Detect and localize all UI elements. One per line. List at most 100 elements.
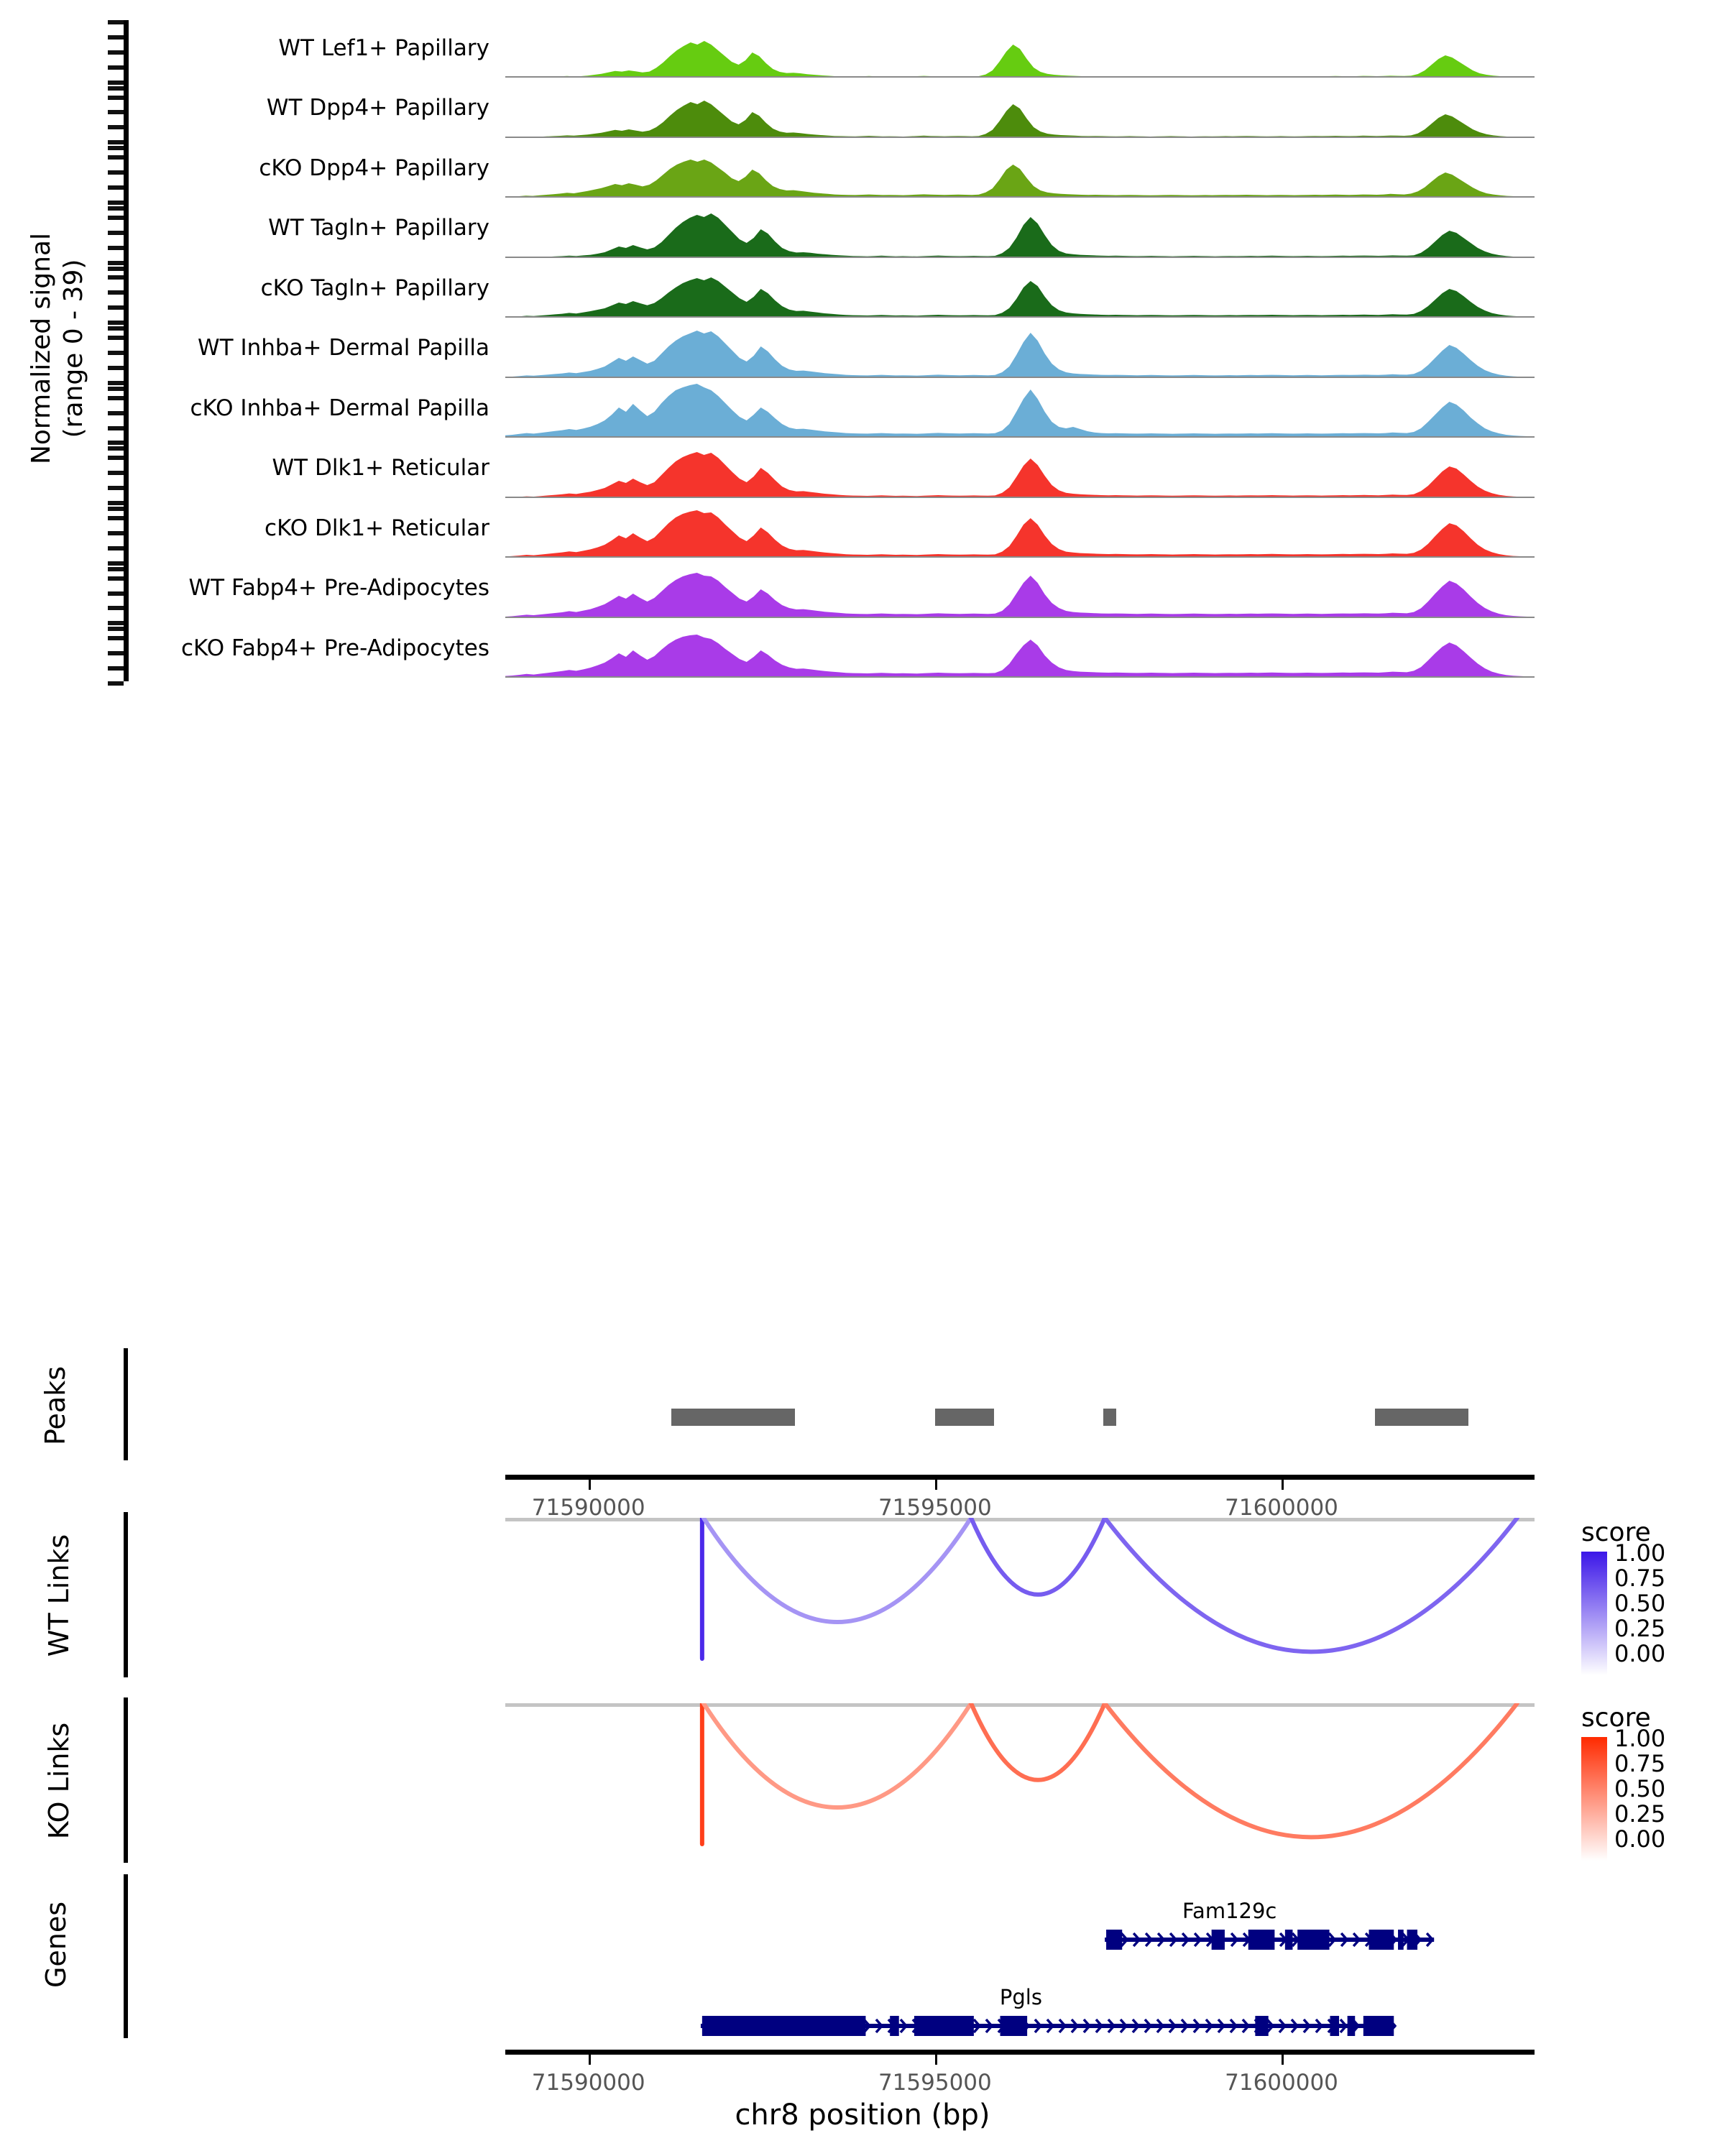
y-tick [108,681,124,686]
coverage-track: WT Dpp4+ Papillary [267,82,1535,138]
gene-name: Fam129c [1182,1899,1277,1923]
coverage-baseline [505,256,1535,258]
y-tick [108,65,124,70]
gene-row[interactable]: Pgls [505,1985,1535,2042]
coverage-baseline [505,316,1535,318]
y-tick [108,651,124,656]
coverage-baseline [505,376,1535,378]
coverage-area [505,510,1535,558]
wt-links-legend-gradient [1581,1552,1607,1675]
y-tick [108,501,124,506]
y-tick [108,20,124,24]
y-tick [108,245,124,250]
coverage-track: WT Dlk1+ Reticular [272,442,1535,498]
legend-tick-label: 1.00 [1614,1725,1666,1752]
coverage-track: WT Fabp4+ Pre-Adipocytes [189,562,1535,618]
x-tick [1282,2055,1284,2065]
link-arc [1103,1518,1519,1654]
y-tick [108,441,124,446]
wt-links-arcs [699,1518,1519,1661]
x-tick-label: 71590000 [531,2070,645,2096]
wt-links-legend-ticks: 1.00 0.75 0.50 0.25 0.00 [1614,1542,1666,1675]
genes-spine [124,1874,128,2038]
gene-name: Pgls [999,1985,1042,2009]
coverage-area [505,213,1535,258]
wt-links-legend-title: score [1581,1518,1651,1547]
legend-tick-label: 0.25 [1614,1800,1666,1828]
peak-region [1375,1409,1469,1426]
wt-links-label: WT Links [43,1534,75,1657]
y-tick [108,410,124,415]
coverage-track-label: WT Fabp4+ Pre-Adipocytes [188,575,490,602]
coverage-baseline [505,496,1535,498]
gene-model [700,2016,1397,2036]
legend-tick-label: 0.25 [1614,1615,1666,1642]
coverage-track: cKO Tagln+ Papillary [261,262,1535,318]
ko-links-label: KO Links [43,1722,75,1840]
x-tick-label: 71590000 [531,1495,645,1521]
y-tick [108,591,124,596]
y-tick [108,516,124,520]
y-tick [108,351,124,355]
y-tick [108,336,124,341]
peaks-spine [124,1348,128,1460]
coverage-track-label: cKO Tagln+ Papillary [260,275,489,301]
coverage-track: WT Tagln+ Papillary [268,202,1535,258]
wt-links-spine [124,1512,128,1677]
gene-row[interactable]: Fam129c [505,1899,1535,1956]
y-tick [108,530,124,535]
y-tick [108,380,124,385]
genes-panel: Genes Fam129c Pgls 71590000 71595000 716000… [0,1871,1725,2096]
legend-tick-label: 0.75 [1614,1565,1666,1592]
coverage-area [505,330,1535,378]
coverage-baseline [505,676,1535,678]
legend-tick-label: 0.00 [1614,1640,1666,1667]
ko-links-legend-gradient [1581,1737,1607,1861]
x-tick-label: 71600000 [1225,2070,1338,2096]
y-tick [108,621,124,626]
x-tick [934,2055,937,2065]
y-tick [108,446,124,451]
x-tick-label: 71600000 [1225,1495,1338,1521]
ko-links-legend: score 1.00 0.75 0.50 0.25 0.00 [1581,1703,1665,1861]
peak-region [1103,1409,1116,1426]
link-arc [969,1703,1108,1782]
y-tick [108,155,124,160]
legend-tick-label: 1.00 [1614,1539,1666,1567]
coverage-track-label: cKO Inhba+ Dermal Papilla [190,395,490,421]
y-tick [108,507,124,512]
wt-links-legend: score 1.00 0.75 0.50 0.25 0.00 [1581,1518,1665,1675]
coverage-area [505,384,1535,438]
coverage-baseline [505,556,1535,558]
coverage-track-label: cKO Dlk1+ Reticular [264,515,489,541]
link-arc [701,1703,974,1810]
coverage-track: cKO Inhba+ Dermal Papilla [190,382,1535,438]
y-tick [108,260,124,265]
y-tick [108,456,124,461]
coverage-track: WT Inhba+ Dermal Papilla [198,322,1535,378]
coverage-track: cKO Dpp4+ Papillary [259,142,1535,198]
link-arc [1103,1703,1519,1840]
y-tick [108,395,124,400]
link-arc [701,1518,974,1624]
y-tick [108,636,124,641]
y-tick [108,321,124,326]
y-tick [108,206,124,211]
coverage-track-label: cKO Dpp4+ Papillary [259,155,489,181]
ko-links-spine [124,1697,128,1863]
y-tick [108,425,124,430]
x-tick [588,2055,591,2065]
y-tick [108,545,124,550]
y-tick [108,326,124,331]
coverage-track: WT Lef1+ Papillary [278,22,1535,78]
coverage-baseline [505,436,1535,438]
x-tick-label: 71595000 [878,2070,992,2096]
y-tick [108,576,124,581]
x-tick-label: 71595000 [878,1495,992,1521]
y-tick [108,200,124,205]
y-tick [108,34,124,40]
wt-links-panel: WT Links score 1.00 0.75 0.50 0.25 0.00 [0,1508,1725,1695]
y-tick [108,110,124,115]
genes-x-axis-line [505,2050,1535,2055]
link-arc [969,1518,1108,1597]
